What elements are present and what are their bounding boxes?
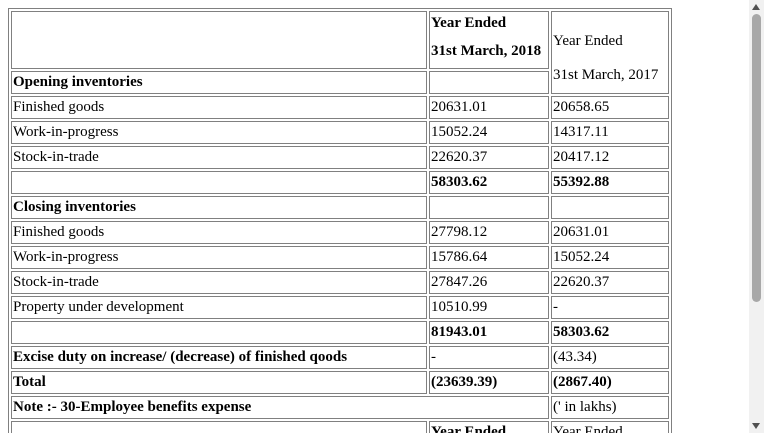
table-cell: (' in lakhs)	[551, 396, 669, 419]
table-row: Stock-in-trade 27847.26 22620.37	[11, 271, 669, 294]
inventory-table: Year Ended 31st March, 2018 Year Ended 3…	[8, 8, 672, 433]
header-cell: Year Ended 31st March, 2017	[551, 11, 669, 94]
header-text: Year Ended	[431, 15, 507, 31]
table-cell: 58303.62	[429, 171, 549, 194]
table-row: Total (23639.39) (2867.40)	[11, 371, 669, 394]
table-row: Closing inventories	[11, 196, 669, 219]
table-cell: 20417.12	[551, 146, 669, 169]
table-cell: 10510.99	[429, 296, 549, 319]
table-row: Opening inventories	[11, 71, 669, 94]
table-cell: 27847.26	[429, 271, 549, 294]
table-cell: Total	[11, 371, 427, 394]
table-row: Work-in-progress 15052.24 14317.11	[11, 121, 669, 144]
table-cell: Work-in-progress	[11, 121, 427, 144]
table-cell: Year Ended	[551, 421, 669, 433]
table-cell: 81943.01	[429, 321, 549, 344]
table-cell: 20631.01	[551, 221, 669, 244]
table-cell: -	[551, 296, 669, 319]
table-cell: (23639.39)	[429, 371, 549, 394]
table-cell: 15786.64	[429, 246, 549, 269]
table-cell: 22620.37	[551, 271, 669, 294]
table-cell	[429, 71, 549, 94]
table-row: Year Ended Year Ended	[11, 421, 669, 433]
table-row: Finished goods 20631.01 20658.65	[11, 96, 669, 119]
table-body: Year Ended 31st March, 2018 Year Ended 3…	[11, 11, 669, 433]
table-row: Work-in-progress 15786.64 15052.24	[11, 246, 669, 269]
table-row: Stock-in-trade 22620.37 20417.12	[11, 146, 669, 169]
table-cell: 55392.88	[551, 171, 669, 194]
table-cell: 22620.37	[429, 146, 549, 169]
table-cell	[429, 196, 549, 219]
table-row: Property under development 10510.99-	[11, 296, 669, 319]
header-text: Year Ended	[553, 33, 623, 49]
table-cell: Note :- 30-Employee benefits expense	[11, 396, 549, 419]
header-cell	[11, 11, 427, 69]
scroll-up[interactable]	[752, 4, 760, 10]
table-cell: Year Ended	[429, 421, 549, 433]
table-cell: (43.34)	[551, 346, 669, 369]
table-cell: Finished goods	[11, 221, 427, 244]
table-cell: -	[429, 346, 549, 369]
table-row: Excise duty on increase/ (decrease) of f…	[11, 346, 669, 369]
table-cell: Work-in-progress	[11, 246, 427, 269]
table-cell: Stock-in-trade	[11, 271, 427, 294]
table-cell: Opening inventories	[11, 71, 427, 94]
scroll-thumb[interactable]	[752, 14, 761, 302]
scroll-down[interactable]	[752, 423, 760, 429]
header-cell: Year Ended 31st March, 2018	[429, 11, 549, 69]
table-cell: Property under development	[11, 296, 427, 319]
table-cell: 20658.65	[551, 96, 669, 119]
scrollbar[interactable]	[749, 0, 764, 433]
header-row: Year Ended 31st March, 2018 Year Ended 3…	[11, 11, 669, 94]
table-cell: 14317.11	[551, 121, 669, 144]
table-row: 58303.62 55392.88	[11, 171, 669, 194]
table-row: Note :- 30-Employee benefits expense (' i…	[11, 396, 669, 419]
table-cell	[11, 171, 427, 194]
table-cell: 58303.62	[551, 321, 669, 344]
table-cell: 15052.24	[429, 121, 549, 144]
header-text: 31st March, 2017	[553, 67, 659, 83]
table-cell: Excise duty on increase/ (decrease) of f…	[11, 346, 427, 369]
table-cell: Closing inventories	[11, 196, 427, 219]
table-cell: Finished goods	[11, 96, 427, 119]
table-row: Finished goods 27798.12 20631.01	[11, 221, 669, 244]
table-cell: 27798.12	[429, 221, 549, 244]
table-cell: Stock-in-trade	[11, 146, 427, 169]
table-cell	[11, 421, 427, 433]
table-cell: (2867.40)	[551, 371, 669, 394]
table-cell: 15052.24	[551, 246, 669, 269]
header-text: 31st March, 2018	[431, 43, 542, 59]
table-row: 81943.01 58303.62	[11, 321, 669, 344]
table-cell	[11, 321, 427, 344]
table-cell	[551, 196, 669, 219]
table-cell: 20631.01	[429, 96, 549, 119]
